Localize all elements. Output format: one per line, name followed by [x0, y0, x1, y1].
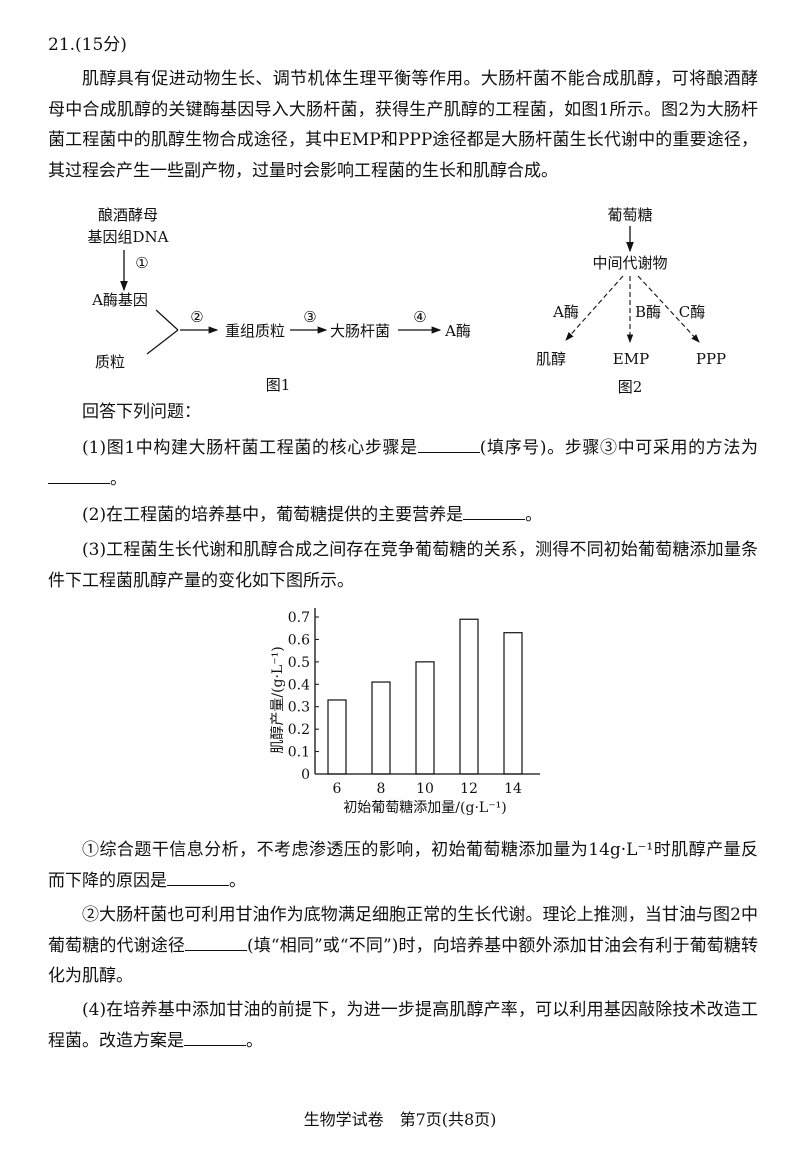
x-tick-label: 6 — [333, 781, 342, 797]
y-tick-label: 0.1 — [288, 745, 310, 761]
fig1-gene: A酶基因 — [91, 291, 148, 309]
q3-2-text-a: ②大肠杆菌也可利用甘油作为底物满足细胞正常的生长代谢。理论上推测，当甘油与图2中… — [48, 905, 758, 956]
fig2-product-b: EMP — [613, 350, 649, 368]
figure-1: 酿酒酵母 基因组DNA ① A酶基因 质粒 ② 重组质粒 ③ 大肠杆菌 ④ A酶… — [88, 206, 471, 394]
bar-8 — [371, 681, 391, 775]
y-tick-label: 0.4 — [288, 677, 310, 693]
answer-blank[interactable] — [417, 434, 480, 453]
page-footer: 生物学试卷 第7页(共8页) — [303, 1110, 497, 1129]
q3-1-text-a: ①综合题干信息分析，不考虑渗透压的影响，初始葡萄糖添加量为14g·L⁻¹时肌醇产… — [48, 840, 758, 891]
x-tick-label: 8 — [377, 781, 386, 797]
prompt: 回答下列问题： — [82, 402, 201, 422]
fig1-step3: ③ — [303, 308, 316, 326]
fig1-step1: ① — [135, 254, 148, 272]
answer-blank[interactable] — [48, 465, 110, 484]
y-tick-label: 0.3 — [288, 700, 310, 716]
q2-text-b: 。 — [525, 505, 543, 525]
x-tick-label: 14 — [504, 781, 522, 797]
y-axis-label: 肌醇产量/(g·L⁻¹) — [269, 646, 286, 753]
fig2-product-a: 肌醇 — [536, 350, 566, 368]
answer-blank[interactable] — [185, 932, 248, 951]
join-line-bottom — [146, 329, 179, 355]
q1-text-c: 。 — [110, 468, 127, 489]
x-axis-label: 初始葡萄糖添加量/(g·L⁻¹) — [343, 799, 506, 816]
question-2: (2)在工程菌的培养基中，葡萄糖提供的主要营养是 。 — [48, 500, 758, 531]
bar-12 — [459, 618, 479, 775]
fig2-glucose: 葡萄糖 — [607, 206, 652, 224]
fig1-enzyme: A酶 — [444, 322, 471, 340]
dashed-arrow-a — [565, 275, 624, 341]
q4-text-b: 。 — [246, 1030, 263, 1051]
join-line-top — [155, 309, 179, 331]
fig2-enzyme-a: A酶 — [552, 303, 579, 321]
question-number: 21.(15分) — [48, 35, 127, 55]
q3-1-text-b: 。 — [229, 870, 246, 891]
bar-chart: 肌醇产量/(g·L⁻¹) 0 0.1 0.2 0.3 0.4 0.5 0.6 0.7 6 8 10… — [269, 608, 540, 816]
bar-14 — [503, 632, 523, 775]
fig1-caption: 图1 — [266, 376, 291, 394]
question-intro: 肌醇具有促进动物生长、调节机体生理平衡等作用。大肠杆菌不能合成肌醇，可将酿酒酵母… — [48, 69, 758, 181]
fig1-ecoli: 大肠杆菌 — [330, 322, 390, 340]
bar-6 — [327, 699, 347, 775]
fig1-step2: ② — [190, 308, 203, 326]
bar-10 — [415, 661, 435, 775]
dashed-arrow-c — [637, 275, 700, 343]
fig2-enzyme-b: B酶 — [635, 303, 661, 321]
question-3: (3)工程菌生长代谢和肌醇合成之间存在竞争葡萄糖的关系，测得不同初始葡萄糖添加量… — [48, 540, 758, 591]
fig2-caption: 图2 — [618, 378, 643, 396]
figure-2: 葡萄糖 中间代谢物 A酶 B酶 C酶 肌醇 EMP PPP 图2 — [536, 206, 726, 396]
figures: 酿酒酵母 基因组DNA ① A酶基因 质粒 ② 重组质粒 ③ 大肠杆菌 ④ A酶… — [88, 206, 727, 396]
question-1: (1)图1中构建大肠杆菌工程菌的核心步骤是 (填序号)。步骤③中可采用的方法为。 — [48, 433, 758, 494]
fig1-plasmid: 质粒 — [95, 353, 125, 371]
fig1-recombinant: 重组质粒 — [225, 322, 285, 340]
fig1-step4: ④ — [413, 308, 426, 326]
q2-text-a: (2)在工程菌的培养基中，葡萄糖提供的主要营养是 — [82, 505, 464, 525]
y-tick-label: 0.2 — [288, 722, 310, 738]
y-tick-label: 0.6 — [288, 632, 310, 648]
question-3-2: ②大肠杆菌也可利用甘油作为底物满足细胞正常的生长代谢。理论上推测，当甘油与图2中… — [48, 900, 758, 992]
fig2-product-c: PPP — [696, 350, 726, 368]
y-tick-label: 0.5 — [288, 655, 310, 671]
y-tick-label: 0 — [301, 767, 310, 783]
q4-text-a: (4)在培养基中添加甘油的前提下，为进一步提高肌醇产率，可以利用基因敲除技术改造… — [48, 1000, 758, 1051]
fig2-intermediate: 中间代谢物 — [592, 254, 667, 272]
y-tick-label: 0.7 — [288, 610, 310, 626]
fig2-enzyme-c: C酶 — [679, 303, 705, 321]
answer-blank[interactable] — [167, 867, 229, 886]
answer-blank[interactable] — [463, 501, 526, 520]
question-3-1: ①综合题干信息分析，不考虑渗透压的影响，初始葡萄糖添加量为14g·L⁻¹时肌醇产… — [48, 835, 758, 896]
fig1-source-line2: 基因组DNA — [88, 228, 169, 246]
answer-blank[interactable] — [184, 1027, 246, 1046]
x-tick-label: 10 — [416, 781, 434, 797]
q1-text-a: (1)图1中构建大肠杆菌工程菌的核心步骤是 — [82, 438, 418, 458]
q1-text-b: (填序号)。步骤③中可采用的方法为 — [479, 438, 758, 458]
fig1-source-line1: 酿酒酵母 — [98, 206, 158, 224]
question-4: (4)在培养基中添加甘油的前提下，为进一步提高肌醇产率，可以利用基因敲除技术改造… — [48, 995, 758, 1056]
x-tick-label: 12 — [460, 781, 478, 797]
q3-2-text-b: (填“相同”或“不同”)时，向培养基中额外添加甘油会有利于葡萄糖转化为肌醇。 — [48, 935, 759, 987]
